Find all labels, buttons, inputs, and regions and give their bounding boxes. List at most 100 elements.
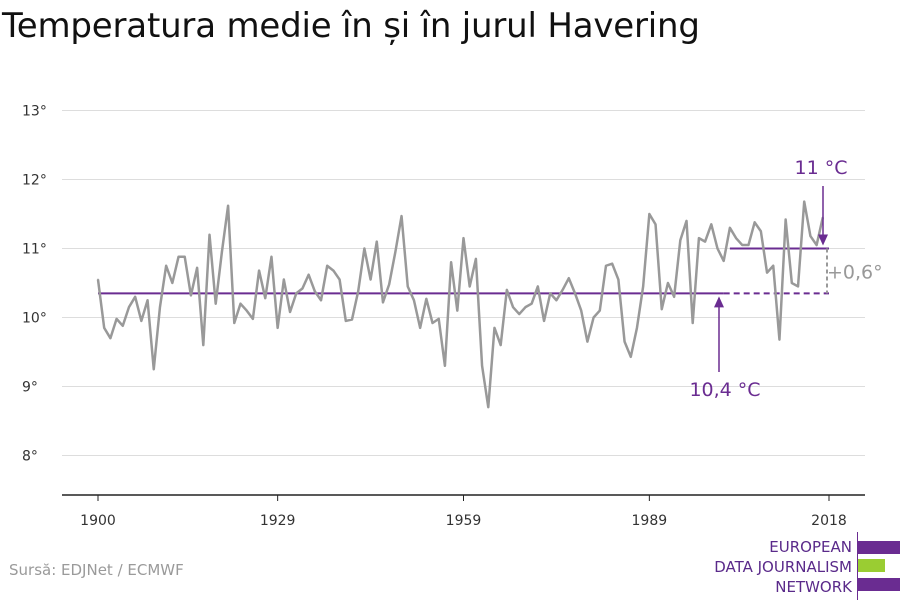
baseline-label: 10,4 °C xyxy=(689,379,760,401)
data-point xyxy=(555,299,558,302)
data-point xyxy=(239,302,242,305)
data-point xyxy=(332,269,335,272)
data-point xyxy=(499,344,502,346)
data-point xyxy=(307,273,310,276)
x-axis: 1900 1929 1959 1989 2018 xyxy=(62,494,865,529)
data-point xyxy=(425,297,428,300)
data-point xyxy=(103,326,106,329)
annotations: +0,6° 11 °C 10,4 °C xyxy=(689,157,882,401)
data-point xyxy=(524,306,527,309)
data-point xyxy=(413,299,415,302)
data-point xyxy=(592,316,595,319)
data-point xyxy=(214,302,217,305)
data-point xyxy=(258,269,260,272)
data-point xyxy=(797,285,799,288)
data-point xyxy=(208,233,211,236)
data-point xyxy=(134,295,137,298)
data-point xyxy=(747,244,750,246)
data-point xyxy=(567,277,570,280)
data-point xyxy=(487,406,490,409)
logo-divider xyxy=(857,532,858,600)
data-point xyxy=(691,322,694,324)
edjnet-logo: EUROPEAN DATA JOURNALISM NETWORK xyxy=(705,532,900,600)
data-point xyxy=(636,326,638,329)
data-point xyxy=(536,285,539,288)
data-point xyxy=(710,223,713,226)
data-point xyxy=(716,247,719,250)
data-point xyxy=(295,292,298,295)
data-point xyxy=(598,309,601,312)
x-tick-label: 1959 xyxy=(446,513,482,529)
data-point xyxy=(276,326,279,329)
data-point xyxy=(667,282,669,284)
source-note: Sursă: EDJNet / ECMWF xyxy=(9,561,184,579)
data-point xyxy=(326,264,329,267)
data-point xyxy=(233,322,236,324)
data-point xyxy=(784,218,787,221)
data-point xyxy=(481,364,483,367)
data-point xyxy=(400,215,403,217)
data-point xyxy=(462,237,465,240)
line-chart: 8° 9° 10° 11° 12° 13° 1900 1929 1959 1989 2018 +0… xyxy=(22,104,883,530)
x-tick-label: 1929 xyxy=(260,513,296,529)
data-point xyxy=(778,338,781,341)
data-point xyxy=(109,337,112,340)
logo-line-2: DATA JOURNALISM xyxy=(714,558,852,576)
data-point xyxy=(388,283,391,286)
data-point xyxy=(140,320,143,322)
recent-arrowhead xyxy=(818,234,828,246)
data-point xyxy=(406,285,409,288)
data-point xyxy=(617,278,620,281)
data-point xyxy=(227,204,229,207)
difference-label: +0,6° xyxy=(827,261,883,283)
data-point xyxy=(728,226,731,229)
x-tick-label: 2018 xyxy=(811,513,847,529)
baseline-arrowhead xyxy=(714,296,724,308)
data-point xyxy=(642,285,645,288)
data-point xyxy=(444,364,446,367)
data-point xyxy=(313,290,316,293)
data-point xyxy=(685,220,688,222)
data-point xyxy=(320,299,322,302)
data-point xyxy=(679,239,682,242)
y-axis-labels: 8° 9° 10° 11° 12° 13° xyxy=(22,104,47,465)
data-point xyxy=(704,240,707,243)
data-point xyxy=(115,317,118,320)
data-point xyxy=(196,266,199,269)
data-point xyxy=(183,255,186,258)
data-point xyxy=(815,244,818,246)
data-point xyxy=(654,223,657,226)
y-tick-label: 11° xyxy=(22,242,47,258)
data-point xyxy=(468,285,471,288)
data-point xyxy=(623,340,626,343)
data-point xyxy=(493,326,496,329)
data-point xyxy=(190,294,192,297)
data-point xyxy=(202,344,205,346)
data-point xyxy=(456,309,459,312)
y-tick-label: 8° xyxy=(22,449,38,465)
data-point xyxy=(171,282,174,284)
data-point xyxy=(766,271,768,274)
data-point xyxy=(512,306,514,309)
chart-title: Temperatura medie în și în jurul Haverin… xyxy=(2,6,700,46)
grid-lines xyxy=(62,110,865,456)
data-point xyxy=(351,318,353,321)
data-point xyxy=(735,237,737,240)
x-tick-label: 1900 xyxy=(80,513,116,529)
data-point xyxy=(363,247,366,250)
data-point xyxy=(450,261,453,264)
data-point xyxy=(264,297,267,300)
data-point xyxy=(803,200,806,203)
logo-line-1: EUROPEAN xyxy=(769,538,852,556)
temperature-series-line xyxy=(96,200,825,409)
data-point xyxy=(121,324,124,327)
data-point xyxy=(790,282,793,284)
data-point xyxy=(605,264,607,267)
data-point xyxy=(809,235,812,237)
data-point xyxy=(431,322,434,324)
logo-bar-top xyxy=(857,541,900,554)
data-point xyxy=(220,251,223,253)
x-tick-label: 1989 xyxy=(632,513,668,529)
logo-bar-bottom xyxy=(857,578,900,591)
data-point xyxy=(505,289,508,291)
